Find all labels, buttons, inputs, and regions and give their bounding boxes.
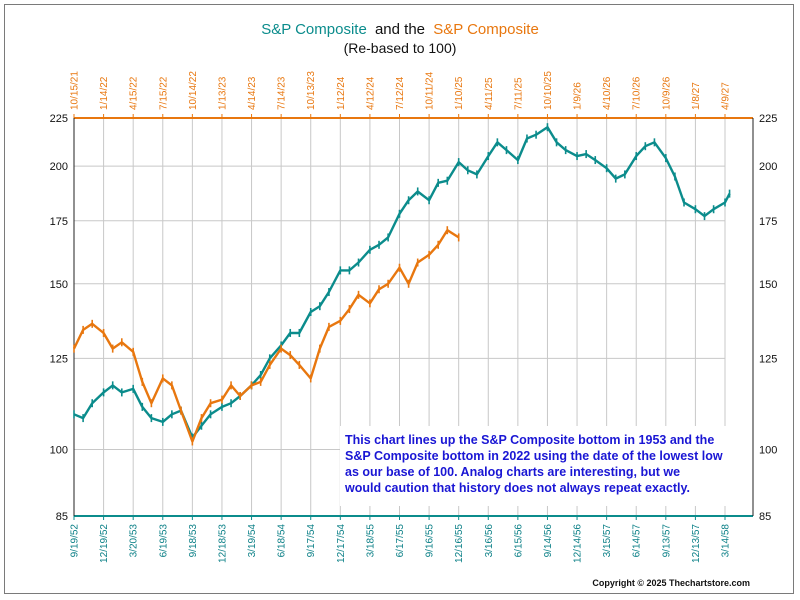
grid-layer [73,117,726,517]
annotation-line-3: would caution that history does not alwa… [344,481,690,495]
x-top-tick-18: 4/10/26 [602,76,613,110]
y-tick-left-100: 100 [50,445,68,457]
x-bottom-tick-17: 12/14/56 [573,524,584,563]
x-bottom-tick-12: 9/16/55 [425,524,436,558]
x-bottom-tick-15: 6/15/56 [513,524,524,558]
y-tick-left-150: 150 [50,279,68,291]
x-bottom-tick-7: 6/18/54 [277,524,288,558]
y-tick-right-150: 150 [759,279,777,291]
y-tick-left-85: 85 [56,511,68,523]
x-top-tick-3: 7/15/22 [158,76,169,110]
title-part-orange: S&P Composite [433,21,539,38]
annotation-box [340,426,750,506]
axis-layer: 85 85 100 100 125 125 150 150 175 175 200 200 225 225… [50,71,778,563]
chart-title: S&P Composite and the S&P Composite [261,21,539,38]
chart-frame [4,4,794,594]
x-bottom-tick-1: 12/19/52 [99,524,110,563]
x-bottom-tick-21: 12/13/57 [691,524,702,563]
x-bottom-tick-10: 3/18/55 [365,524,376,558]
annotation-line-0: This chart lines up the S&P Composite bo… [345,433,714,447]
series-line-orange [72,229,460,443]
x-top-tick-6: 4/14/23 [247,76,258,110]
x-bottom-tick-8: 9/17/54 [306,524,317,558]
series-line-teal [73,126,731,439]
y-tick-right-100: 100 [759,445,777,457]
x-top-tick-17: 1/9/26 [573,82,584,110]
x-top-tick-11: 7/12/24 [395,76,406,110]
x-bottom-tick-6: 3/19/54 [247,524,258,558]
copyright-text: Copyright © 2025 Thechartstore.com [592,578,750,588]
y-tick-right-175: 175 [759,216,777,228]
x-top-tick-4: 10/14/22 [188,71,199,110]
y-tick-right-225: 225 [759,113,777,125]
y-tick-left-200: 200 [50,161,68,173]
x-top-tick-21: 1/8/27 [691,82,702,110]
x-bottom-tick-2: 3/20/53 [129,524,140,558]
x-top-tick-19: 7/10/26 [632,76,643,110]
y-tick-left-125: 125 [50,353,68,365]
x-top-tick-15: 7/11/25 [513,77,524,110]
x-bottom-tick-16: 9/14/56 [543,524,554,558]
x-top-tick-8: 10/13/23 [306,71,317,110]
x-bottom-tick-0: 9/19/52 [70,524,81,558]
y-tick-left-225: 225 [50,113,68,125]
x-top-tick-1: 1/14/22 [99,76,110,110]
y-tick-right-200: 200 [759,161,777,173]
x-top-tick-13: 1/10/25 [454,76,465,110]
series-layer [72,123,731,446]
x-bottom-tick-11: 6/17/55 [395,524,406,558]
chart-subtitle: (Re-based to 100) [344,40,457,56]
x-top-tick-9: 1/12/24 [336,76,347,110]
x-bottom-tick-22: 3/14/58 [721,524,732,558]
title-part-teal: S&P Composite [261,21,367,38]
x-top-tick-2: 4/15/22 [129,76,140,110]
x-top-tick-0: 10/15/21 [70,71,81,110]
title-part-connector: and the [375,21,425,38]
x-bottom-tick-18: 3/15/57 [602,524,613,558]
annotation-line-1: S&P Composite bottom in 2022 using the d… [345,449,723,463]
y-tick-left-175: 175 [50,216,68,228]
x-bottom-tick-5: 12/18/53 [217,524,228,563]
x-bottom-tick-3: 6/19/53 [158,524,169,558]
y-tick-right-125: 125 [759,353,777,365]
annotation-text: This chart lines up the S&P Composite bo… [344,433,723,495]
x-bottom-tick-19: 6/14/57 [632,524,643,558]
x-bottom-tick-4: 9/18/53 [188,524,199,558]
x-top-tick-7: 7/14/23 [277,76,288,110]
x-top-tick-22: 4/9/27 [721,82,732,110]
x-top-tick-5: 1/13/23 [217,76,228,110]
x-top-tick-16: 10/10/25 [543,71,554,110]
y-tick-right-85: 85 [759,511,771,523]
x-top-tick-20: 10/9/26 [661,76,672,110]
annotation-line-2: as our base of 100. Analog charts are in… [345,465,680,479]
x-top-tick-12: 10/11/24 [425,71,436,110]
x-top-tick-14: 4/11/25 [484,77,495,110]
x-bottom-tick-9: 12/17/54 [336,524,347,563]
x-bottom-tick-13: 12/16/55 [454,524,465,563]
x-bottom-tick-14: 3/16/56 [484,524,495,558]
x-bottom-tick-20: 9/13/57 [661,524,672,558]
x-top-tick-10: 4/12/24 [365,76,376,110]
